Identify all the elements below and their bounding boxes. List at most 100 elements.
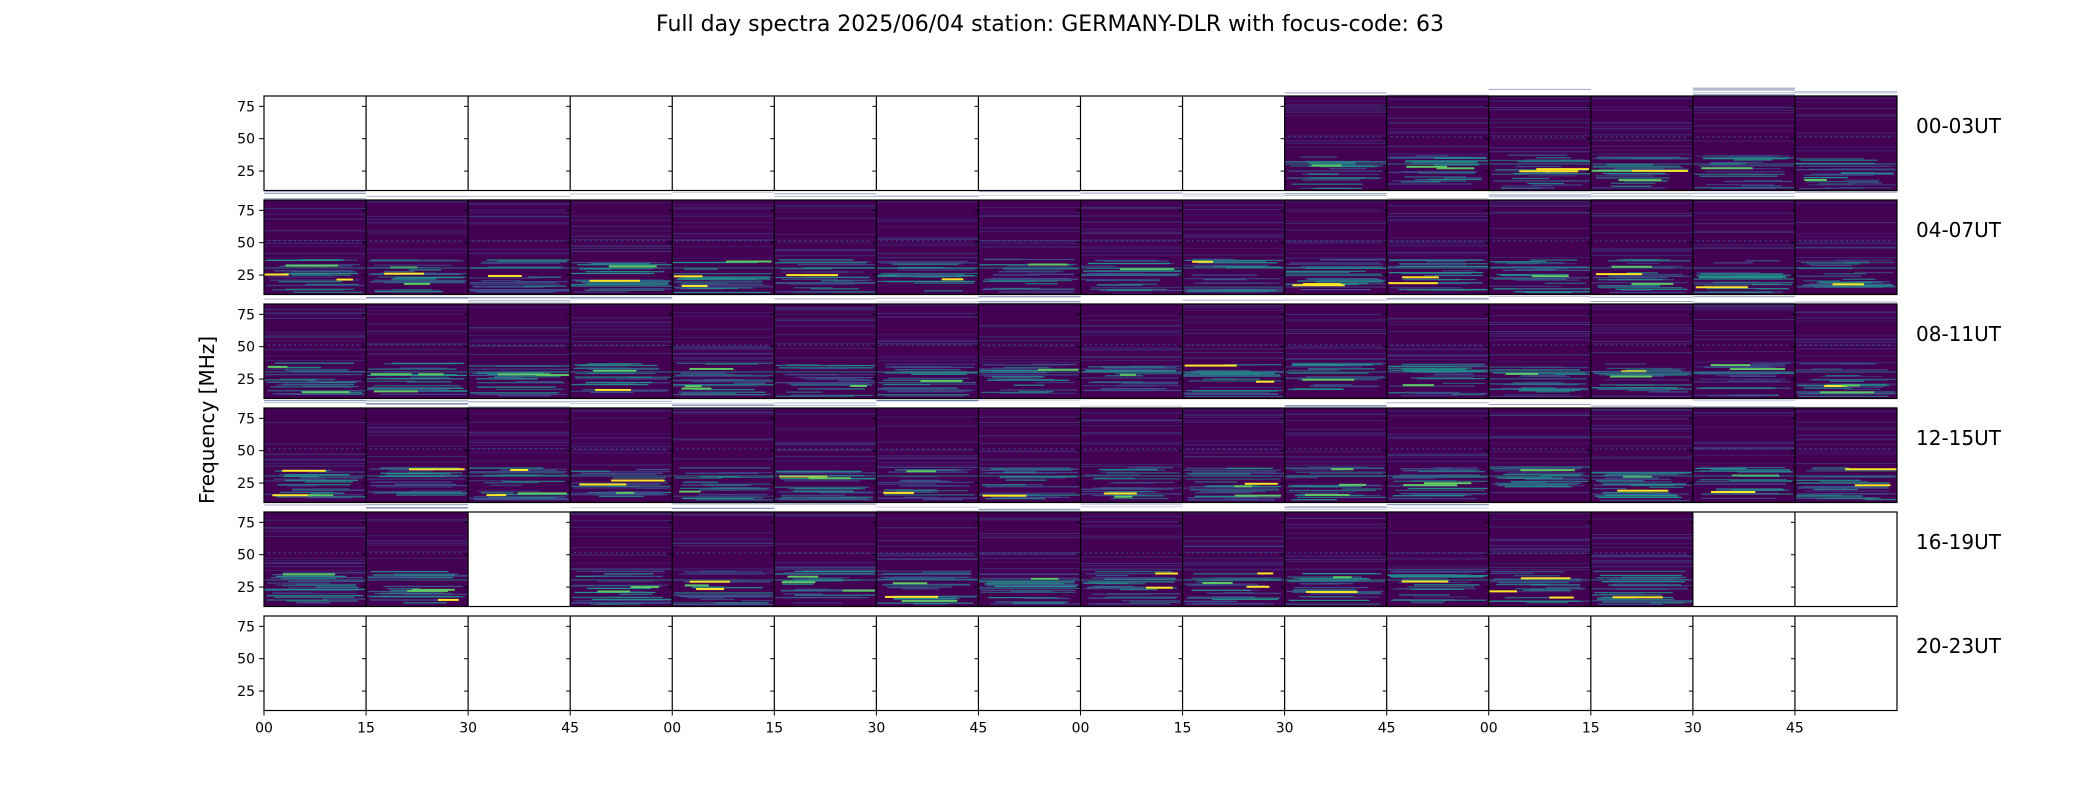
spectrum-dot bbox=[1571, 136, 1574, 138]
spectrum-noise-line bbox=[366, 353, 469, 355]
spectrum-dot bbox=[1492, 240, 1495, 242]
spectrum-noise-line bbox=[468, 223, 571, 225]
spectrum-dot bbox=[846, 240, 849, 242]
spectrum-dot bbox=[315, 448, 318, 450]
spectrum-panel bbox=[264, 191, 367, 295]
spectrum-dot bbox=[1804, 240, 1807, 242]
spectrum-dot bbox=[759, 448, 762, 450]
spectrum-background bbox=[468, 200, 571, 295]
spectrum-dot bbox=[969, 448, 972, 450]
spectrum-dot bbox=[351, 240, 354, 242]
spectrum-dot bbox=[1115, 240, 1118, 242]
spectrum-dot bbox=[992, 448, 995, 450]
spectrum-band bbox=[717, 472, 773, 474]
spectrum-streak bbox=[1832, 283, 1865, 286]
spectrum-noise-line bbox=[264, 463, 367, 465]
spectrum-dot bbox=[1749, 344, 1752, 346]
spectrum-noise-line bbox=[978, 359, 1081, 361]
spectrum-band bbox=[1595, 480, 1644, 482]
spectrum-band bbox=[468, 289, 570, 291]
spectrum-band bbox=[793, 287, 833, 289]
spectrum-dot bbox=[401, 240, 404, 242]
spectrum-band bbox=[1804, 490, 1890, 492]
spectrum-band bbox=[1499, 468, 1581, 470]
spectrum-background bbox=[876, 408, 979, 503]
spectrum-dot bbox=[396, 344, 399, 346]
spectrum-dot bbox=[406, 344, 409, 346]
spectrum-dot bbox=[712, 240, 715, 242]
spectrum-streak bbox=[536, 373, 569, 376]
spectrum-band bbox=[672, 379, 769, 382]
spectrum-dot bbox=[1492, 136, 1495, 138]
spectrum-dot bbox=[1233, 344, 1236, 346]
spectrum-band bbox=[680, 276, 770, 278]
spectrum-band bbox=[923, 290, 963, 292]
spectrum-band bbox=[521, 468, 567, 470]
spectrum-dot bbox=[1197, 344, 1200, 346]
spectrum-band bbox=[285, 288, 355, 290]
spectrum-streak bbox=[920, 379, 963, 382]
spectrum-dot bbox=[1351, 552, 1354, 554]
spectrum-dot bbox=[579, 552, 582, 554]
spectrum-noise-line bbox=[570, 304, 673, 306]
spectrum-band bbox=[287, 587, 359, 589]
spectrum-noise-line bbox=[1284, 210, 1387, 212]
spectrum-dot bbox=[783, 344, 786, 346]
spectrum-dot bbox=[636, 448, 639, 450]
spectrum-dot bbox=[702, 552, 705, 554]
spectrum-band bbox=[1414, 392, 1488, 395]
spectrum-dot bbox=[1314, 136, 1317, 138]
spectrum-noise-line bbox=[1080, 443, 1183, 445]
spectrum-dot bbox=[738, 448, 741, 450]
spectrum-band bbox=[876, 475, 979, 477]
spectrum-dot bbox=[1702, 240, 1705, 242]
spectrum-noise-line bbox=[1590, 125, 1693, 127]
spectrum-noise-line bbox=[1488, 237, 1591, 239]
spectrum-dot bbox=[1814, 240, 1817, 242]
spectrum-dot bbox=[401, 552, 404, 554]
spectrum-dot bbox=[1882, 136, 1885, 138]
spectrum-dot bbox=[1361, 240, 1364, 242]
spectrum-dot bbox=[1019, 552, 1022, 554]
spectrum-band bbox=[1693, 278, 1794, 280]
spectrum-band bbox=[481, 279, 521, 282]
spectrum-dot bbox=[346, 240, 349, 242]
spectrum-dot bbox=[1707, 240, 1710, 242]
spectrum-noise-line bbox=[1590, 425, 1693, 427]
spectrum-band bbox=[888, 587, 928, 589]
spectrum-noise-line bbox=[264, 527, 367, 529]
spectrum-band bbox=[1733, 159, 1773, 161]
spectrum-streak bbox=[850, 384, 867, 387]
spectrum-band bbox=[281, 577, 337, 580]
spectrum-noise-line bbox=[1488, 415, 1591, 417]
spectrum-band bbox=[778, 259, 854, 261]
spectrum-dot bbox=[916, 552, 919, 554]
spectrum-noise-line bbox=[264, 458, 367, 460]
spectrum-noise-line bbox=[1182, 306, 1285, 308]
spectrum-band bbox=[1699, 175, 1778, 177]
spectrum-dot bbox=[1749, 240, 1752, 242]
spectrum-dot bbox=[529, 240, 532, 242]
spectrum-noise-line bbox=[672, 412, 775, 414]
spectrum-band bbox=[1491, 173, 1528, 175]
spectrum-noise-line bbox=[1590, 98, 1693, 100]
spectrum-dot bbox=[1003, 240, 1006, 242]
spectrum-dot bbox=[1045, 240, 1048, 242]
spectrum-dot bbox=[1319, 552, 1322, 554]
spectrum-dot bbox=[1615, 344, 1618, 346]
spectrum-band bbox=[1495, 482, 1581, 484]
spectrum-dot bbox=[519, 344, 522, 346]
spectrum-dot bbox=[283, 240, 286, 242]
spectrum-dot bbox=[422, 344, 425, 346]
spectrum-noise-line bbox=[1284, 435, 1387, 437]
spectrum-band bbox=[274, 596, 355, 599]
spectrum-noise-line bbox=[468, 297, 571, 299]
spectrum-panel bbox=[1386, 504, 1489, 607]
spectrum-noise-line bbox=[366, 202, 469, 204]
spectrum-dot bbox=[432, 240, 435, 242]
spectrum-panel bbox=[1386, 198, 1489, 295]
spectrum-dot bbox=[1866, 448, 1869, 450]
spectrum-dot bbox=[1071, 240, 1074, 242]
spectrum-band bbox=[266, 599, 328, 601]
spectrum-noise-line bbox=[1488, 321, 1591, 323]
